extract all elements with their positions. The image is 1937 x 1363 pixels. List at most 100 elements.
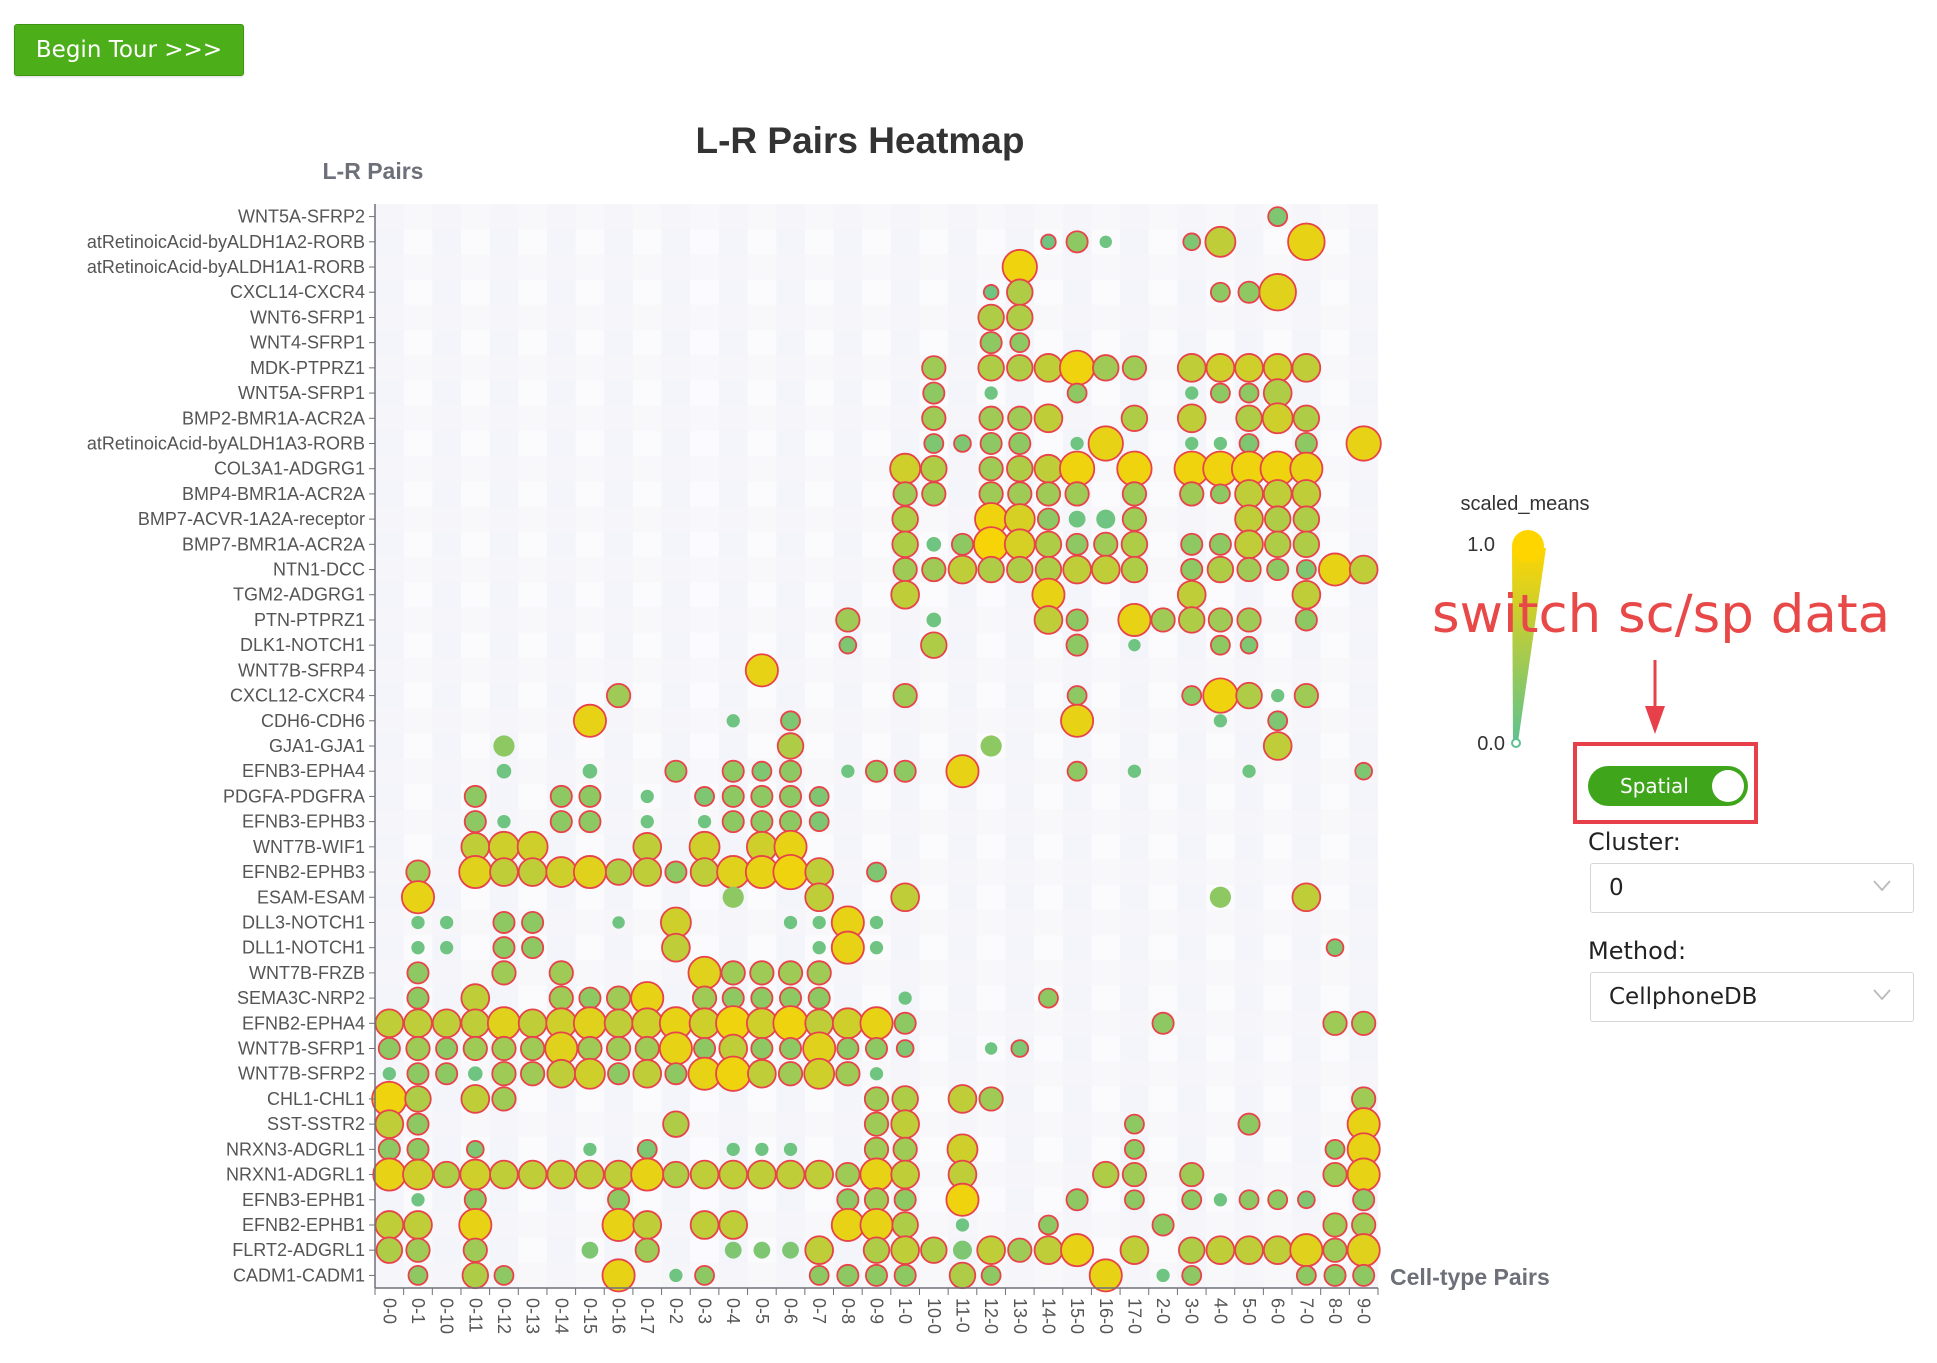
- toggle-label: Spatial: [1620, 774, 1689, 798]
- row-band: [375, 657, 1378, 683]
- data-point: [1322, 1010, 1348, 1036]
- data-point: [922, 381, 946, 405]
- data-point: [377, 1137, 401, 1161]
- data-point: [1293, 682, 1319, 709]
- data-point: [1060, 1233, 1095, 1268]
- toggle-knob[interactable]: [1712, 770, 1744, 802]
- data-point: [863, 1086, 890, 1112]
- data-point: [1121, 481, 1148, 507]
- data-point: [517, 1008, 548, 1039]
- data-point: [830, 1207, 865, 1242]
- data-point: [1182, 232, 1202, 252]
- data-point: [1234, 353, 1264, 383]
- data-point: [462, 1237, 488, 1263]
- data-point: [577, 1035, 603, 1062]
- x-tick-label: 0-11: [465, 1298, 485, 1333]
- data-point: [374, 1109, 405, 1139]
- data-point: [689, 1159, 720, 1190]
- x-tick-label: 0-12: [494, 1298, 514, 1334]
- y-axis-title: L-R Pairs: [323, 158, 424, 184]
- data-point: [1033, 1235, 1064, 1265]
- x-tick-label: 0-9: [867, 1298, 887, 1324]
- data-point: [1176, 353, 1207, 383]
- data-point: [1318, 552, 1353, 587]
- sc-sp-data-toggle[interactable]: Spatial: [1588, 766, 1748, 806]
- data-point: [572, 855, 607, 890]
- y-tick-label: WNT7B-FRZB: [249, 963, 365, 983]
- data-point: [750, 784, 774, 808]
- y-tick-label: CADM1-CADM1: [233, 1265, 365, 1285]
- data-point: [1352, 1263, 1376, 1287]
- data-point: [806, 960, 832, 986]
- data-point: [458, 855, 493, 890]
- data-point: [836, 1188, 860, 1212]
- data-point: [982, 284, 1000, 301]
- data-point: [1236, 556, 1262, 583]
- data-point: [693, 1037, 717, 1061]
- data-point: [491, 1061, 517, 1087]
- data-point: [1238, 433, 1260, 454]
- begin-tour-button[interactable]: Begin Tour >>>: [14, 24, 244, 76]
- method-value: CellphoneDB: [1609, 984, 1758, 1010]
- data-point: [662, 1110, 690, 1138]
- data-point: [1120, 555, 1149, 584]
- data-point: [1088, 1258, 1123, 1293]
- data-point: [517, 857, 548, 887]
- data-point: [402, 1158, 434, 1191]
- chart-title: L-R Pairs Heatmap: [696, 120, 1025, 161]
- data-point: [945, 754, 980, 789]
- data-point: [1008, 431, 1032, 455]
- column-band: [1120, 204, 1149, 1288]
- data-point: [836, 1037, 860, 1061]
- data-point: [1066, 685, 1088, 706]
- data-point: [1033, 403, 1064, 434]
- data-point: [831, 1007, 864, 1040]
- data-point: [493, 1264, 515, 1286]
- y-tick-label: EFNB2-EPHA4: [242, 1013, 365, 1033]
- y-tick-label: EFNB3-EPHB1: [242, 1190, 365, 1210]
- data-point: [1207, 607, 1233, 633]
- data-point: [721, 759, 745, 783]
- column-band: [604, 204, 633, 1288]
- data-point: [947, 554, 978, 585]
- data-point: [745, 1007, 778, 1040]
- x-tick-label: 14-0: [1038, 1298, 1058, 1334]
- data-point: [779, 1037, 803, 1061]
- data-point: [980, 735, 1002, 757]
- data-point: [812, 915, 826, 930]
- data-point: [750, 986, 774, 1010]
- data-point: [1065, 1188, 1089, 1212]
- x-tick-label: 0-4: [723, 1298, 743, 1324]
- row-band: [375, 506, 1378, 532]
- data-point: [1180, 532, 1204, 556]
- data-point: [724, 1241, 742, 1259]
- data-point: [632, 857, 663, 887]
- data-point: [1295, 559, 1317, 580]
- data-point: [574, 1057, 606, 1090]
- method-select[interactable]: CellphoneDB: [1590, 972, 1914, 1022]
- column-band: [1292, 204, 1321, 1288]
- data-point: [726, 1142, 740, 1156]
- data-point: [491, 1035, 517, 1062]
- data-point: [1007, 1237, 1033, 1263]
- x-tick-label: 0-0: [379, 1298, 399, 1324]
- x-tick-label: 12-0: [981, 1298, 1001, 1334]
- data-point: [549, 784, 573, 808]
- data-point: [779, 810, 803, 834]
- row-band: [375, 254, 1378, 280]
- x-tick-label: 10-0: [924, 1298, 944, 1334]
- row-band: [375, 960, 1378, 986]
- data-point: [920, 454, 948, 483]
- data-point: [716, 855, 751, 890]
- data-point: [1291, 882, 1322, 913]
- y-tick-label: COL3A1-ADGRG1: [214, 459, 365, 479]
- data-point: [664, 860, 688, 884]
- cluster-select[interactable]: 0: [1590, 863, 1914, 913]
- data-point: [804, 1235, 834, 1265]
- y-tick-label: GJA1-GJA1: [269, 736, 365, 756]
- data-point: [406, 961, 430, 985]
- data-point: [783, 1142, 798, 1156]
- x-tick-label: 0-2: [666, 1298, 686, 1324]
- data-point: [893, 1011, 917, 1035]
- data-point: [895, 1039, 915, 1058]
